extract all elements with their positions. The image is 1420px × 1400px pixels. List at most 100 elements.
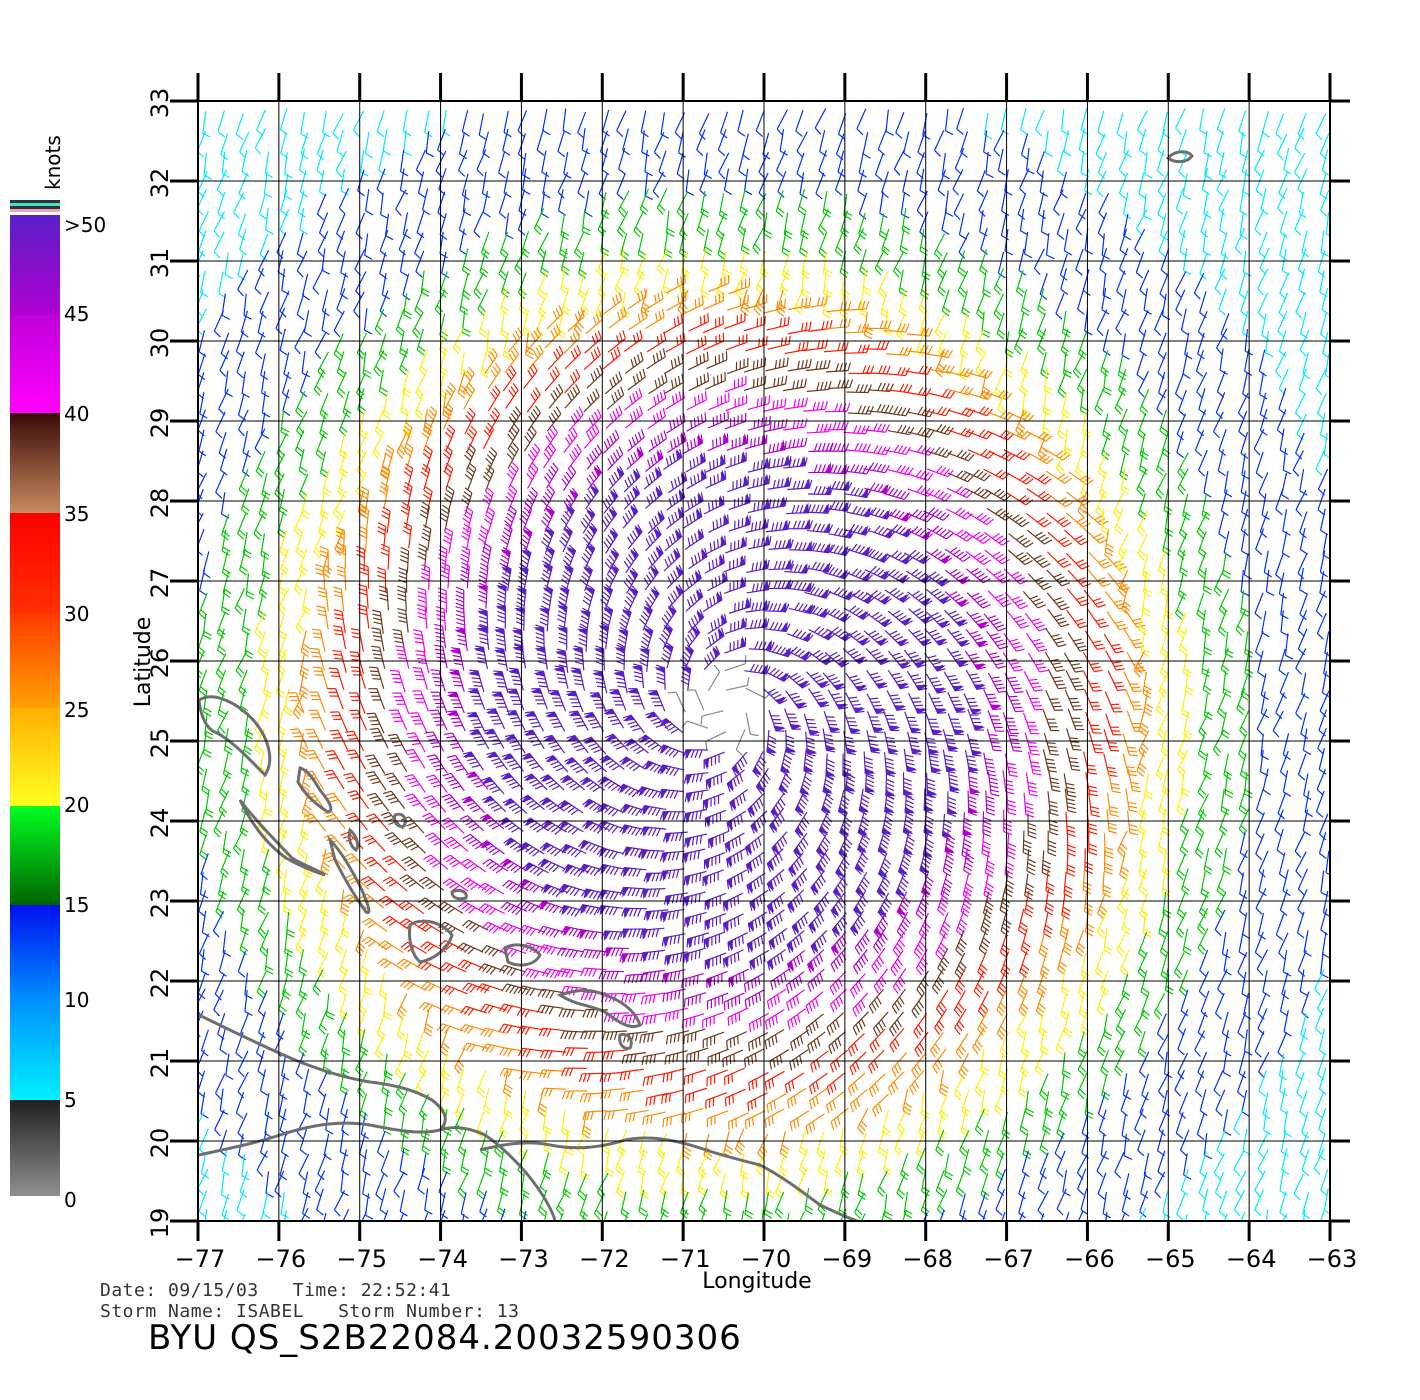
wind-barb <box>1053 189 1064 216</box>
wind-barb <box>620 233 630 260</box>
wind-barb <box>867 403 894 414</box>
wind-barb <box>245 573 255 600</box>
wind-barb <box>853 949 869 975</box>
wind-barb <box>523 425 537 452</box>
wind-barb <box>562 1047 588 1057</box>
wind-barb <box>1003 351 1013 378</box>
wind-barb <box>708 392 730 411</box>
longitude-tick-label: −64 <box>1226 1245 1277 1273</box>
wind-barb <box>723 1067 745 1086</box>
wind-barb <box>220 332 230 360</box>
wind-barb <box>702 292 724 311</box>
wind-barb <box>1046 470 1072 484</box>
wind-barb <box>237 409 249 437</box>
wind-barb <box>416 604 428 629</box>
wind-barb <box>653 132 665 159</box>
wind-barb <box>684 1087 708 1104</box>
wind-barb <box>237 269 249 297</box>
wind-barb <box>1085 711 1102 734</box>
wind-barb <box>1213 1069 1224 1097</box>
wind-barb <box>805 1013 824 1036</box>
wind-barb <box>819 129 828 157</box>
wind-barb <box>1281 531 1291 558</box>
wind-barb <box>681 1013 705 1029</box>
wind-barb <box>874 248 886 276</box>
wind-barb <box>1223 948 1232 976</box>
wind-barb <box>704 809 727 828</box>
wind-barb <box>1223 530 1232 558</box>
wind-barb <box>684 833 708 849</box>
wind-barb <box>1158 1109 1169 1137</box>
wind-barb <box>380 543 390 570</box>
wind-barb <box>1293 152 1306 180</box>
wind-barb <box>916 970 929 997</box>
wind-barb <box>683 772 709 786</box>
wind-barb <box>321 308 330 336</box>
wind-barb <box>766 868 785 892</box>
wind-barb <box>333 1190 346 1217</box>
wind-barb <box>1278 1053 1288 1081</box>
wind-barb <box>787 297 812 311</box>
wind-barb <box>927 424 954 436</box>
wind-barb <box>783 397 809 410</box>
wind-barb <box>895 872 909 899</box>
wind-barb <box>947 529 974 542</box>
wind-barb <box>347 790 370 809</box>
wind-barb <box>1281 248 1290 276</box>
wind-barb <box>1297 113 1307 141</box>
wind-barb <box>884 731 900 755</box>
wind-barb <box>961 1210 966 1221</box>
wind-barb <box>1064 689 1083 711</box>
wind-barb <box>859 249 869 277</box>
wind-barb <box>1056 1150 1066 1178</box>
wind-barb <box>1002 770 1015 795</box>
wind-barb <box>944 1153 954 1181</box>
wind-barb <box>724 1088 746 1107</box>
wind-barb <box>399 1189 408 1217</box>
wind-barb <box>487 385 501 412</box>
wind-barb <box>355 372 366 400</box>
wind-barb <box>1296 911 1305 939</box>
longitude-tick-label: −73 <box>498 1245 549 1273</box>
wind-barb <box>648 373 668 395</box>
wind-barb <box>498 253 509 281</box>
wind-barb <box>946 486 974 499</box>
wind-barb <box>1301 672 1310 700</box>
wind-barb <box>834 229 845 257</box>
wind-barb <box>1097 1172 1107 1200</box>
wind-barb <box>938 1093 948 1121</box>
wind-barb <box>521 752 544 772</box>
wind-barb <box>1164 510 1174 537</box>
wind-barb <box>1197 733 1207 760</box>
wind-barb <box>1196 409 1207 437</box>
wind-barb <box>422 486 433 513</box>
longitude-tick-label: −69 <box>822 1245 873 1273</box>
wind-barb <box>953 193 965 220</box>
wind-barb <box>1084 168 1093 196</box>
wind-barb <box>481 171 491 199</box>
wind-barb <box>1138 608 1148 636</box>
wind-barb <box>1120 949 1130 977</box>
wind-barb <box>643 290 664 311</box>
wind-barb <box>264 948 274 975</box>
wind-barb <box>745 558 770 574</box>
wind-barb <box>1215 392 1226 419</box>
wind-barb <box>705 534 727 555</box>
wind-barb <box>744 616 770 630</box>
wind-barb <box>1095 133 1106 161</box>
wind-barb <box>244 972 253 1000</box>
wind-barb <box>198 651 205 679</box>
wind-barb <box>723 992 745 1011</box>
wind-barb <box>1017 193 1027 220</box>
wind-barb <box>966 592 991 609</box>
wind-barb <box>1214 909 1226 937</box>
wind-barb <box>520 794 545 811</box>
wind-barb <box>787 321 812 335</box>
wind-barb <box>425 774 448 794</box>
wind-barb <box>857 169 866 197</box>
wind-barb <box>1257 992 1267 1020</box>
wind-barb <box>1321 149 1330 176</box>
wind-barb <box>323 1212 327 1221</box>
wind-barb <box>1217 691 1227 719</box>
wind-barb <box>806 949 825 973</box>
